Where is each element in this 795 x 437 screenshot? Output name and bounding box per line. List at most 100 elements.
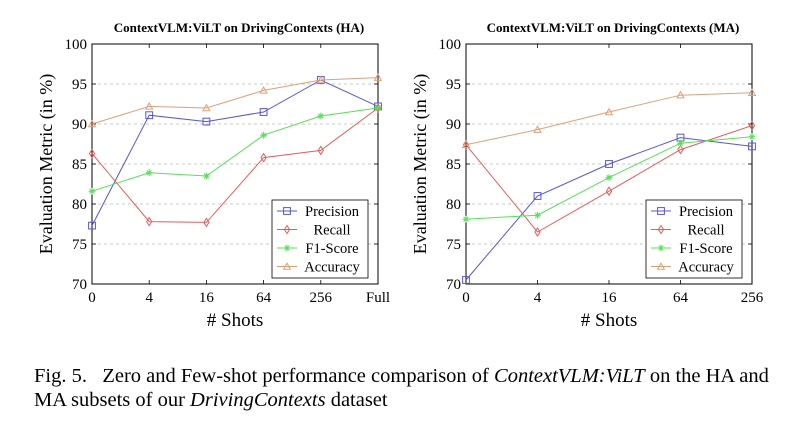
data-point-accuracy	[676, 90, 685, 99]
data-point-accuracy	[316, 75, 326, 84]
legend-label: F1-Score	[305, 241, 358, 257]
data-point-f1	[462, 215, 470, 223]
series-line-accuracy	[91, 77, 379, 125]
y-axis-label: Evaluation Metric (in %)	[410, 74, 431, 254]
data-point-recall	[462, 139, 470, 150]
data-point-f1	[317, 112, 325, 120]
y-tick-label: 100	[439, 37, 462, 53]
data-point-f1	[534, 211, 541, 219]
data-point-f1	[605, 174, 613, 181]
series-line-recall	[91, 107, 379, 223]
caption-text-a: Zero and Few-shot performance comparison…	[102, 365, 489, 387]
x-tick-label: 4	[145, 290, 153, 306]
data-point-recall	[88, 148, 96, 159]
x-tick-label: 64	[673, 290, 689, 306]
x-tick-label: Full	[366, 290, 390, 306]
legend: Precision Recall F1-Score Accuracy	[271, 199, 369, 279]
data-point-accuracy	[604, 107, 614, 116]
series-recall	[88, 103, 382, 228]
legend-marker-accuracy	[656, 262, 666, 270]
caption-text-b: on the HA and MA subsets of our	[34, 365, 769, 411]
x-tick-label: 16	[602, 290, 618, 306]
chart-panel-ha: 70 75 80 85 90 95 100 0 4 16 64 256 Full ContextVLM:V…	[36, 20, 390, 331]
legend-marker-precision	[657, 207, 665, 215]
legend-label: Accuracy	[678, 260, 734, 276]
series-line-precision	[91, 79, 379, 226]
data-point-accuracy	[202, 103, 211, 112]
series-recall	[462, 120, 756, 237]
data-point-recall	[677, 144, 684, 155]
series-line-f1	[91, 107, 379, 192]
data-point-accuracy	[87, 119, 97, 128]
data-point-precision	[145, 111, 154, 120]
data-point-recall	[260, 152, 267, 163]
figure-caption: Fig. 5. Zero and Few-shot performance co…	[34, 364, 774, 412]
data-point-accuracy	[373, 73, 383, 81]
y-tick-label: 75	[446, 237, 461, 253]
legend-marker-f1	[657, 244, 665, 252]
legend-label: Accuracy	[304, 260, 360, 276]
legend-marker-f1	[283, 244, 291, 252]
data-point-precision	[202, 117, 211, 126]
legend-marker-precision	[283, 207, 291, 215]
data-point-precision	[533, 192, 542, 200]
data-point-recall	[748, 120, 756, 131]
data-point-recall	[317, 145, 324, 156]
x-tick-label: 0	[88, 290, 96, 306]
chart-title: ContextVLM:ViLT on DrivingContexts (HA)	[114, 20, 365, 35]
series-line-recall	[465, 125, 753, 233]
data-point-accuracy	[461, 140, 471, 149]
legend-marker-recall	[657, 224, 665, 235]
series-line-precision	[465, 137, 753, 281]
y-tick-label: 70	[446, 277, 461, 293]
legend-marker-recall	[283, 224, 291, 235]
series-precision	[88, 76, 382, 230]
legend-label: F1-Score	[679, 241, 732, 257]
legend-marker-accuracy	[282, 262, 292, 270]
y-tick-label: 90	[446, 117, 461, 133]
data-point-precision	[748, 142, 756, 151]
caption-dataset: DrivingContexts	[190, 389, 326, 411]
x-axis-label: # Shots	[207, 310, 264, 331]
data-point-f1	[374, 104, 382, 112]
y-tick-label: 85	[72, 157, 87, 173]
legend: Precision Recall F1-Score Accuracy	[645, 199, 743, 279]
y-tick-label: 95	[446, 77, 461, 93]
data-point-f1	[677, 139, 684, 147]
caption-text-c: dataset	[330, 389, 388, 411]
series-f1	[462, 133, 756, 223]
chart-title: ContextVLM:ViLT on DrivingContexts (MA)	[487, 20, 740, 35]
legend-label: Precision	[305, 204, 360, 220]
data-point-accuracy	[747, 88, 757, 97]
data-point-accuracy	[259, 85, 268, 94]
x-tick-label: 64	[256, 290, 272, 306]
data-point-precision	[605, 160, 613, 168]
y-tick-label: 75	[72, 237, 87, 253]
data-point-recall	[146, 216, 153, 227]
data-point-accuracy	[533, 125, 542, 133]
y-tick-label: 90	[72, 117, 87, 133]
chart-panel-ma: 70 75 80 85 90 95 100 0 4 16 64 256 ContextVLM:ViLT …	[410, 20, 764, 331]
data-point-f1	[203, 172, 210, 180]
legend-label: Recall	[313, 223, 350, 239]
data-point-accuracy	[144, 101, 154, 110]
data-point-precision	[259, 108, 268, 116]
y-axis-label: Evaluation Metric (in %)	[36, 74, 57, 254]
data-point-f1	[88, 187, 96, 195]
data-point-recall	[534, 227, 541, 237]
series-f1	[88, 104, 382, 195]
x-tick-label: 256	[741, 290, 764, 306]
x-tick-label: 16	[199, 290, 215, 306]
series-accuracy	[461, 88, 757, 149]
y-tick-label: 70	[72, 277, 87, 293]
y-tick-label: 95	[72, 77, 87, 93]
data-point-precision	[462, 276, 470, 284]
data-point-recall	[203, 217, 210, 228]
series-line-accuracy	[465, 92, 753, 146]
data-point-recall	[605, 186, 613, 197]
y-tick-label: 80	[446, 197, 461, 213]
caption-model: ContextVLM:ViLT	[494, 365, 645, 387]
chart-ha: 70 75 80 85 90 95 100 0 4 16 64 256 Full ContextVLM:V…	[36, 20, 764, 331]
y-tick-label: 80	[72, 197, 87, 213]
data-point-f1	[260, 131, 267, 139]
